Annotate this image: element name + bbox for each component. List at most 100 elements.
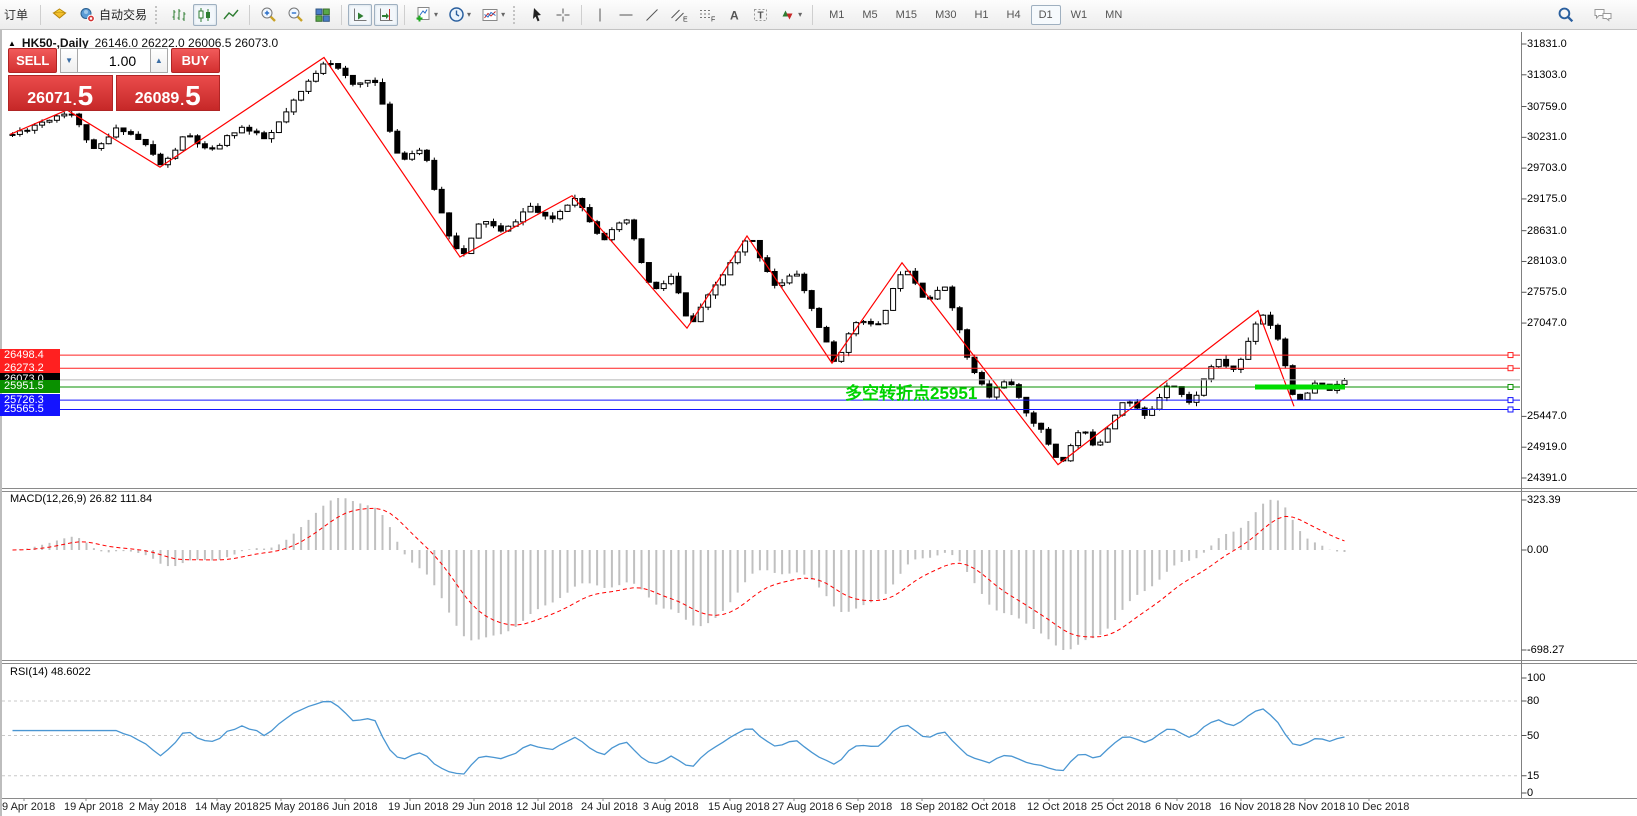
sell-price-box[interactable]: 26071 . 5 (8, 75, 113, 111)
cursor-tool-button[interactable] (525, 4, 549, 26)
volume-increase-button[interactable]: ▲ (151, 48, 168, 73)
candle (1186, 393, 1193, 403)
horizontal-line-tool[interactable] (614, 4, 638, 26)
autotrading-button[interactable]: 自动交易 (74, 4, 151, 26)
search-button[interactable] (1553, 4, 1579, 26)
sell-price-dot: . (72, 92, 77, 108)
candle (24, 129, 31, 132)
line-chart-icon (223, 9, 239, 19)
clock-icon (449, 7, 464, 22)
candle (564, 204, 571, 212)
timeframe-h1[interactable]: H1 (974, 8, 989, 21)
crosshair-tool-button[interactable] (551, 4, 575, 26)
vertical-line-icon (599, 8, 601, 21)
candle (1030, 412, 1037, 424)
candle (394, 130, 401, 154)
timeframe-h4[interactable]: H4 (1006, 8, 1021, 21)
equidistant-channel-tool[interactable]: E (666, 4, 692, 26)
collapse-triangle-icon[interactable]: ▲ (8, 38, 16, 48)
candle (816, 307, 823, 328)
candle (61, 113, 68, 117)
bar-chart-icon (172, 8, 186, 21)
auto-scroll-button[interactable] (348, 3, 373, 26)
timeframe-d1[interactable]: D1 (1030, 4, 1061, 25)
candle (39, 121, 46, 126)
fibonacci-tool[interactable]: F (694, 4, 720, 26)
macd-signal-line (12, 507, 1345, 638)
new-order-icon[interactable] (47, 4, 72, 26)
arrows-icon (782, 10, 793, 19)
new-chart-button[interactable]: ▾ (411, 4, 442, 26)
zoom-in-button[interactable] (256, 4, 281, 26)
timeframe-m15[interactable]: M15 (895, 8, 918, 21)
dropdown-caret-icon: ▾ (434, 10, 439, 19)
line-handle[interactable] (1507, 365, 1514, 372)
candle (120, 127, 127, 133)
timeframe-w1[interactable]: W1 (1070, 8, 1088, 21)
candle (409, 153, 416, 160)
candle (1297, 393, 1304, 401)
sell-button[interactable]: SELL (8, 48, 58, 73)
line-handle[interactable] (1507, 397, 1514, 404)
candle (1023, 396, 1030, 414)
candle (1075, 432, 1082, 447)
zoom-in-icon (261, 7, 276, 22)
line-handle[interactable] (1507, 406, 1514, 413)
toolbar-right (1553, 4, 1631, 26)
candle (956, 307, 963, 331)
tile-windows-button[interactable] (310, 4, 335, 26)
candle (838, 351, 845, 362)
candle (90, 139, 97, 149)
candle (431, 159, 438, 190)
candle (1008, 381, 1015, 386)
zoom-out-button[interactable] (283, 4, 308, 26)
volume-decrease-button[interactable]: ▼ (60, 48, 77, 73)
line-handle[interactable] (5, 397, 12, 404)
indicators-icon (482, 8, 498, 21)
chart-canvas[interactable] (2, 30, 1637, 816)
trade-controls-row: SELL ▼ 1.00 ▲ BUY (8, 48, 220, 73)
candle (312, 72, 319, 82)
line-handle[interactable] (5, 406, 12, 413)
arrows-tool[interactable]: ▾ (775, 4, 806, 26)
candle (719, 274, 726, 286)
chat-button[interactable] (1589, 4, 1617, 26)
candle (1237, 358, 1244, 370)
timeframe-m30[interactable]: M30 (935, 8, 957, 21)
periods-button[interactable]: ▾ (444, 4, 475, 26)
line-chart-mode-button[interactable] (219, 4, 243, 26)
timeframe-mn[interactable]: MN (1105, 8, 1123, 21)
candle (993, 387, 1000, 398)
candle (475, 223, 482, 239)
trend-zigzag-line[interactable] (9, 56, 1295, 466)
candle (460, 248, 467, 255)
bar-chart-mode-button[interactable] (167, 4, 191, 26)
line-handle[interactable] (1507, 352, 1514, 359)
candle (46, 119, 53, 123)
text-label-tool[interactable]: T (748, 4, 773, 26)
candle (231, 132, 238, 137)
candle (201, 143, 208, 149)
candle (1223, 358, 1230, 367)
buy-button[interactable]: BUY (170, 48, 220, 73)
line-handle[interactable] (1507, 383, 1514, 390)
candle (209, 147, 216, 150)
trendline-tool[interactable] (640, 4, 664, 26)
chart-shift-button[interactable] (374, 3, 399, 26)
timeframe-m5[interactable]: M5 (862, 8, 878, 21)
vertical-line-tool[interactable] (588, 4, 612, 26)
buy-price-box[interactable]: 26089 . 5 (115, 75, 220, 111)
candlestick-mode-button[interactable] (193, 3, 218, 26)
candle (283, 111, 290, 123)
candle (1126, 401, 1133, 404)
macd-histogram (18, 498, 1346, 650)
orders-button[interactable]: 订单 (4, 8, 29, 22)
volume-input[interactable]: 1.00 (76, 48, 152, 73)
indicators-button[interactable]: ▾ (477, 4, 509, 26)
candle (423, 149, 430, 161)
candle (490, 221, 497, 227)
toolbar-grip (155, 5, 161, 24)
text-tool[interactable]: A (722, 4, 746, 26)
timeframe-m1[interactable]: M1 (829, 8, 845, 21)
chart-annotation-text[interactable]: 多空转折点25951 (845, 384, 978, 403)
